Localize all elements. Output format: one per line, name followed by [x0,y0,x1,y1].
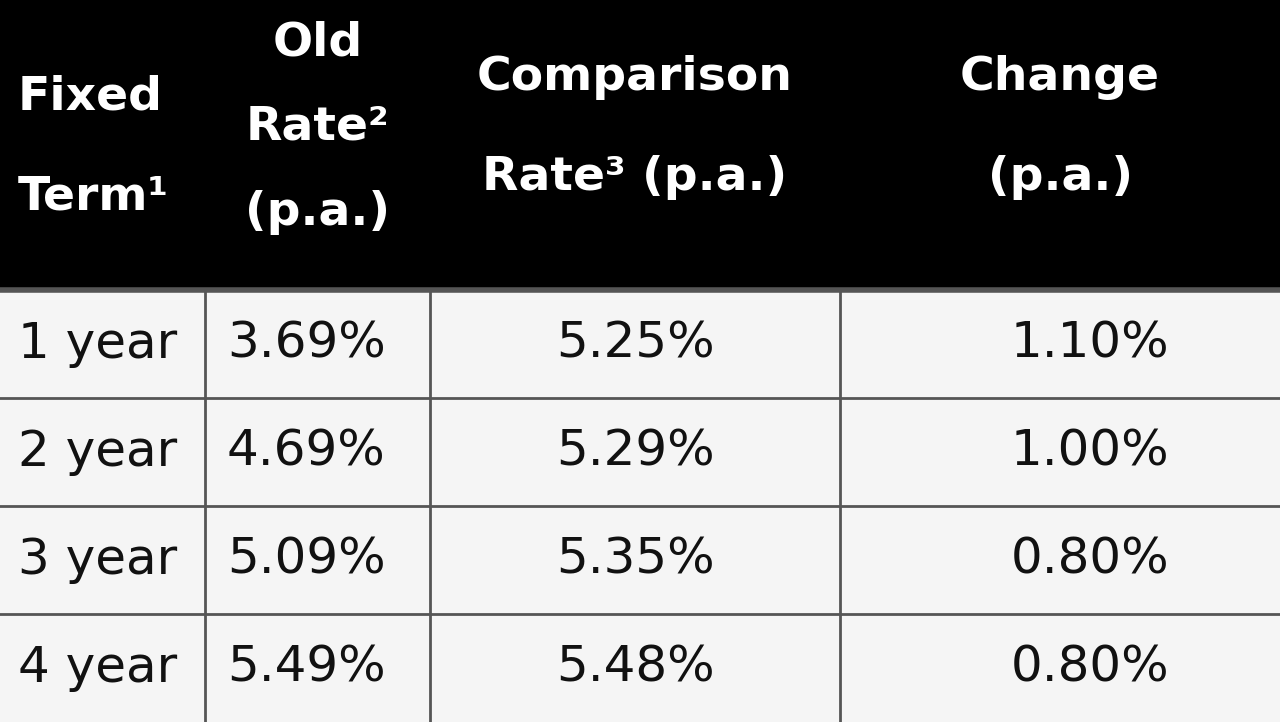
Text: 4.69%: 4.69% [227,428,385,476]
Bar [0,290,1280,722]
Text: (p.a.): (p.a.) [987,155,1133,200]
Text: 5.25%: 5.25% [556,320,714,368]
Text: 5.48%: 5.48% [556,644,714,692]
Text: Fixed: Fixed [18,75,163,120]
Text: 5.09%: 5.09% [227,536,385,584]
Text: Rate³ (p.a.): Rate³ (p.a.) [483,155,787,200]
Text: 1.00%: 1.00% [1011,428,1170,476]
Text: Rate²: Rate² [246,105,389,150]
Text: 2 year: 2 year [18,428,177,476]
Text: Term¹: Term¹ [18,175,169,220]
Text: Change: Change [960,55,1160,100]
Text: 5.29%: 5.29% [556,428,714,476]
Text: 1.10%: 1.10% [1011,320,1170,368]
Text: Comparison: Comparison [477,55,794,100]
Text: (p.a.): (p.a.) [244,190,390,235]
Text: Old: Old [273,20,362,65]
Text: 0.80%: 0.80% [1011,536,1170,584]
Text: 4 year: 4 year [18,644,177,692]
Text: 5.35%: 5.35% [556,536,714,584]
Text: 5.49%: 5.49% [227,644,385,692]
Text: 0.80%: 0.80% [1011,644,1170,692]
Bar [0,0,1280,290]
Text: 3.69%: 3.69% [227,320,385,368]
Text: 1 year: 1 year [18,320,177,368]
Text: 3 year: 3 year [18,536,177,584]
